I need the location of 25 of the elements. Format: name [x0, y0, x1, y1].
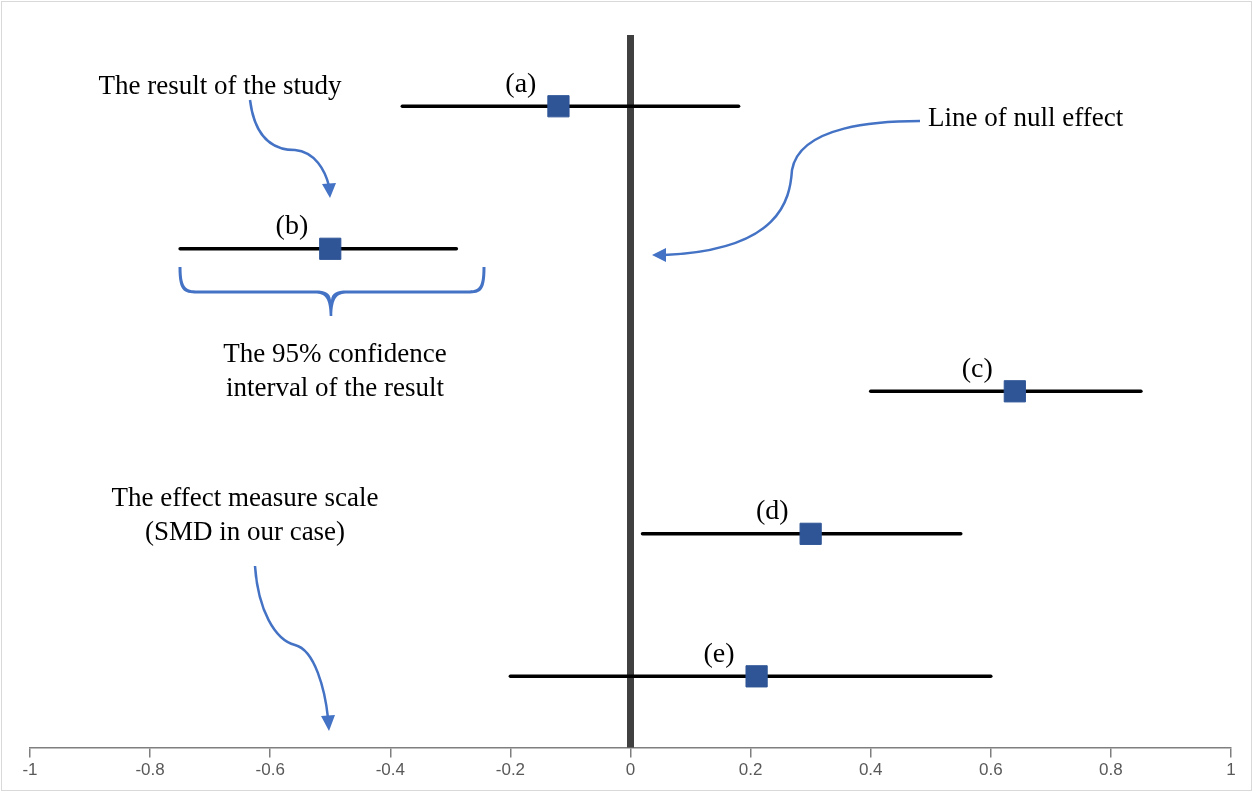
x-tick-label: -0.4	[375, 760, 405, 780]
point	[799, 522, 822, 545]
point	[745, 665, 768, 688]
y-tick-label: (b)	[275, 209, 309, 241]
x-tick-label: -0.8	[135, 760, 165, 780]
x-tick-label: 0.8	[1099, 760, 1123, 780]
annotation: The 95% confidence interval of the result	[222, 337, 448, 404]
x-tick-label: -1	[22, 760, 38, 780]
x-tick-label: 0.6	[978, 760, 1003, 780]
point	[547, 95, 570, 118]
annotation: The result of the study	[97, 69, 343, 102]
x-tick-label: 0.4	[858, 760, 883, 780]
y-tick-label: (a)	[505, 66, 537, 98]
point	[319, 237, 342, 260]
y-tick-label: (c)	[961, 351, 993, 383]
annotation: The effect measure scale (SMD in our case)	[110, 481, 380, 548]
x-tick-label: -0.2	[495, 760, 526, 780]
x-tick-label: 1	[1226, 760, 1236, 780]
point	[1003, 380, 1026, 403]
annotation: Line of null effect	[928, 101, 1124, 134]
x-tick-label: 0	[625, 760, 636, 780]
x-tick-label: 0.2	[738, 760, 763, 780]
x-tick-label: -0.6	[255, 760, 285, 780]
y-tick-label: (e)	[703, 636, 735, 668]
y-tick-label: (d)	[755, 494, 789, 526]
